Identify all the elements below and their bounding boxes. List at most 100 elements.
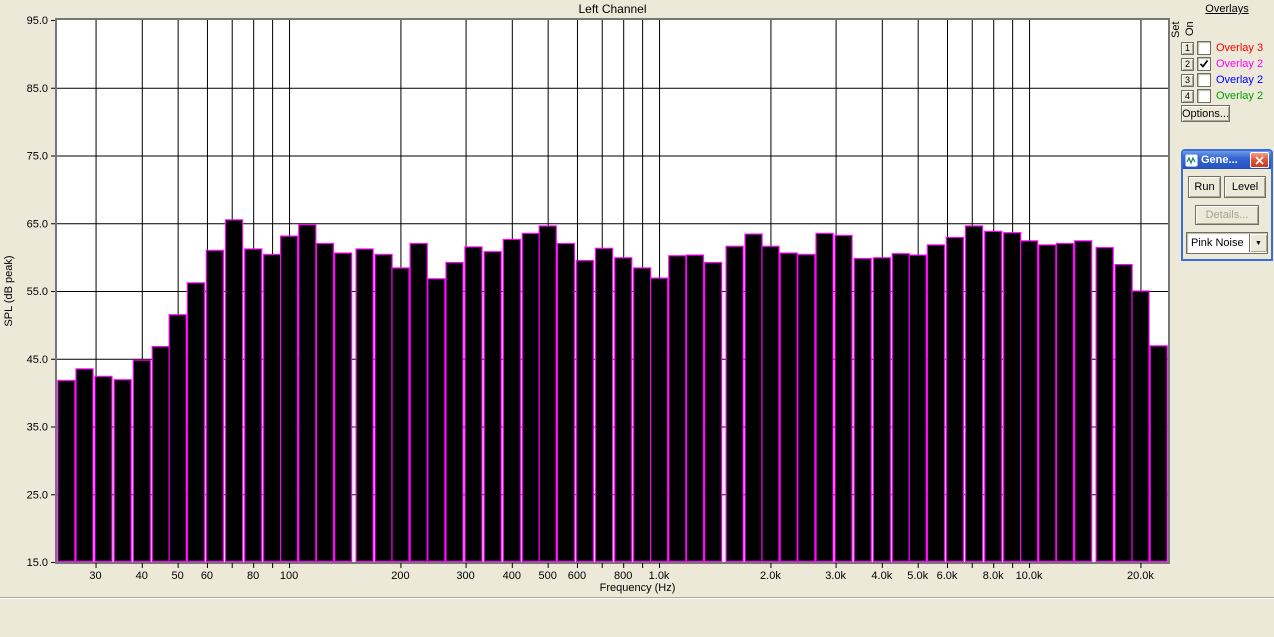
x-tick-label: 200 [391,570,409,582]
x-tick-label: 40 [136,570,148,582]
spectrum-bar [614,257,633,563]
spectrum-bar [1074,240,1093,563]
panel-divider [0,597,1274,599]
x-tick-label: 600 [568,570,586,582]
spectrum-bar [744,233,763,563]
spectrum-bar [445,261,464,563]
overlay-label: Overlay 2 [1216,90,1264,102]
spectrum-bar [464,246,483,563]
spectrum-bar [502,238,521,563]
y-tick-label: 65.0 [27,218,48,230]
spectrum-bar [521,232,540,563]
overlay-rows: 1 Overlay 3 2 Overlay 2 3 Overlay 2 4 Overlay 2 [1180,40,1274,104]
overlay-set-button-1[interactable]: 1 [1181,41,1194,55]
y-tick-label: 15.0 [27,557,48,569]
overlay-on-checkbox-3[interactable] [1197,73,1211,87]
spectrum-bar [575,259,594,563]
spectrum-bar [685,254,705,563]
x-tick-label: 5.0k [907,570,928,582]
checkmark-icon [1199,59,1209,68]
signal-combobox-value: Pink Noise [1191,237,1244,249]
spectrum-bar [132,359,151,563]
y-tick-label: 35.0 [27,422,48,434]
generator-window-title: Gene... [1201,154,1238,166]
spectrum-bar [964,225,984,563]
spectrum-bar [945,236,965,563]
options-button[interactable]: Options... [1181,105,1230,122]
spectrum-bar [668,255,687,563]
spectrum-bar [279,235,299,563]
x-tick-label: 400 [503,570,521,582]
spectrum-bar [725,245,744,563]
level-button[interactable]: Level [1224,176,1266,198]
spectrum-bar [168,314,187,563]
overlay-label: Overlay 3 [1216,42,1264,54]
combo-dropdown-arrow-icon[interactable]: ▼ [1249,234,1267,252]
spectrum-bar [704,261,723,563]
generator-titlebar[interactable]: Gene... [1183,151,1271,169]
spectrum-bar [1095,247,1114,563]
x-tick-label: 300 [456,570,474,582]
spectrum-bar [1038,244,1057,563]
spectrum-bar [263,253,282,563]
x-tick-label: 500 [538,570,556,582]
x-tick-label: 2.0k [760,570,781,582]
y-tick-label: 45.0 [27,354,48,366]
spectrum-bar [113,379,132,563]
overlay-label: Overlay 2 [1216,58,1264,70]
spectrum-bar [872,257,892,563]
close-button[interactable] [1250,152,1269,168]
spectrum-bar [649,277,669,563]
spectrum-bar [1149,345,1168,563]
overlay-set-button-4[interactable]: 4 [1181,89,1194,103]
y-tick-label: 55.0 [27,286,48,298]
y-tick-label: 75.0 [27,151,48,163]
spectrum-bar [391,267,410,563]
overlay-on-checkbox-1[interactable] [1197,41,1211,55]
overlay-set-button-2[interactable]: 2 [1181,57,1194,71]
x-tick-label: 80 [247,570,259,582]
spectrum-bar [797,253,816,563]
spectrum-bar [409,242,428,563]
x-tick-label: 3.0k [825,570,846,582]
overlays-heading[interactable]: Overlays [1205,3,1249,15]
close-icon [1255,155,1264,165]
spectrum-bar [633,267,652,563]
overlays-on-column-label: On [1184,21,1196,36]
spectrum-chart: 95.0 85.0 75.0 65.0 55.0 45.0 35.0 25.0 15.0 30 40… [3,2,1170,594]
spectrum-bar [538,225,557,563]
spectrum-bar [926,244,946,563]
spectrum-bar [334,252,353,563]
x-tick-label: 800 [614,570,632,582]
spectrum-bar [1055,242,1075,563]
spectrum-bar [1019,240,1039,563]
overlay-set-button-3[interactable]: 3 [1181,73,1194,87]
spectrum-bar [355,248,374,563]
spectrum-bar [761,245,780,563]
generator-window: Gene... Run Level Details... Pink Noise … [1181,149,1273,261]
spectrum-bar [186,282,206,563]
spectrum-bar [205,249,224,563]
overlay-on-checkbox-2[interactable] [1197,57,1211,71]
spectrum-bar [891,253,910,563]
overlay-on-checkbox-4[interactable] [1197,89,1211,103]
run-button[interactable]: Run [1188,176,1221,198]
overlay-row: 1 Overlay 3 [1180,40,1274,56]
x-tick-label: 60 [201,570,213,582]
y-tick-label: 85.0 [27,83,48,95]
spectrum-bar [594,247,614,563]
overlay-label: Overlay 2 [1216,74,1264,86]
spectrum-bar [853,257,872,563]
overlay-row: 2 Overlay 2 [1180,56,1274,72]
waveform-icon [1185,153,1198,167]
generator-body: Run Level Details... Pink Noise ▼ [1183,169,1271,259]
spectrum-bar [1131,290,1150,563]
x-axis-title: Frequency (Hz) [600,582,676,594]
y-axis-title: SPL (dB peak) [3,255,15,326]
spectrum-bars [57,219,1168,563]
signal-combobox[interactable]: Pink Noise ▼ [1186,232,1268,254]
details-button-disabled: Details... [1195,205,1259,225]
x-tick-label: 20.0k [1127,570,1154,582]
overlays-set-column-label: Set [1170,21,1182,38]
spectrum-bar [57,379,76,563]
